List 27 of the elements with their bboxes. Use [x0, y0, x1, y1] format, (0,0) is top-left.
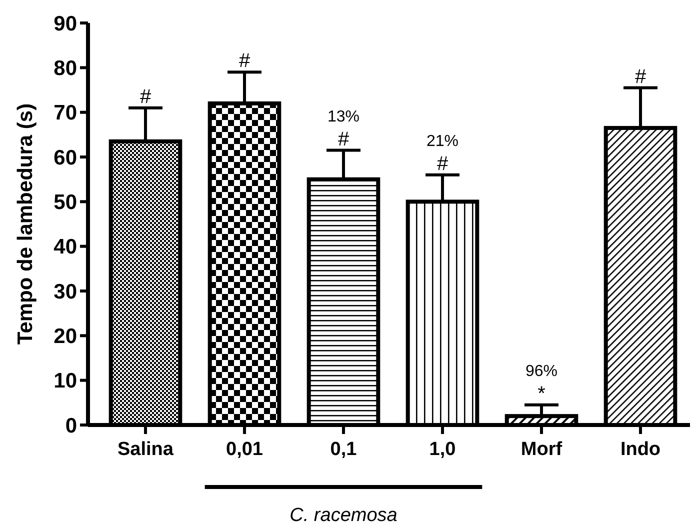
y-tick-label: 50 — [54, 191, 77, 214]
annotation: 21% — [426, 132, 459, 150]
annotation: 96% — [525, 362, 558, 380]
y-axis-title: Tempo de lambedura (s) — [14, 103, 37, 345]
x-tick-label: Morf — [520, 439, 563, 460]
annotation: # — [140, 86, 152, 108]
y-tick-label: 70 — [54, 102, 77, 125]
x-tick-label: Salina — [118, 439, 174, 460]
annotation: # — [338, 128, 350, 150]
x-tick-label: 0,1 — [330, 439, 358, 460]
y-tick-label: 60 — [54, 146, 77, 170]
annotation: # — [238, 50, 251, 72]
y-tick-label: 10 — [54, 370, 77, 393]
y-tick-label: 30 — [54, 280, 77, 304]
x-tick-label: 1,0 — [429, 439, 456, 460]
y-tick-label: 0 — [65, 414, 77, 438]
annotation: # — [436, 152, 449, 175]
x-tick-label: Indo — [620, 439, 661, 460]
x-tick-label: 0,01 — [226, 439, 264, 460]
y-tick-label: 90 — [54, 12, 77, 36]
text: C. racemosa — [290, 505, 398, 526]
y-tick-label: 20 — [54, 325, 77, 348]
y-tick-label: 40 — [54, 236, 77, 259]
annotation: # — [634, 66, 647, 88]
annotation: 13% — [327, 108, 360, 126]
y-tick-label: 80 — [54, 57, 77, 80]
annotation: * — [538, 382, 546, 405]
